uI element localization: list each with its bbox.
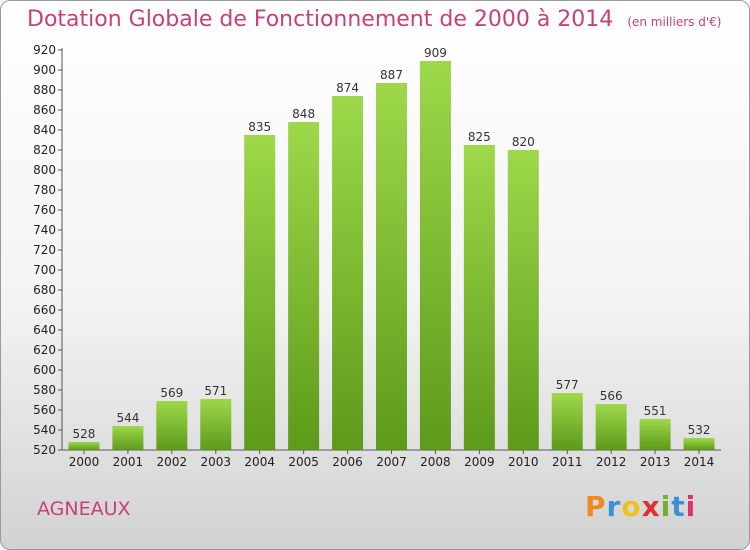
bar-value-label: 528: [73, 427, 96, 441]
logo-letter: o: [621, 490, 642, 523]
x-axis: 2000 2001 2002 2003 2004 2005 2006 2007 2008 2009…: [62, 449, 721, 469]
y-tick-label: 780: [33, 183, 56, 197]
value-labels: 528 544 569 571 835 848 874 887 909 825 820 577 566 5…: [73, 46, 711, 441]
logo-letter: P: [585, 490, 607, 523]
x-tick-label: 2012: [596, 455, 627, 469]
bar: [595, 404, 627, 450]
y-tick-label: 720: [33, 243, 56, 257]
y-tick-label: 700: [33, 263, 56, 277]
bar: [200, 399, 232, 450]
logo-letter: r: [606, 490, 622, 523]
commune-name: AGNEAUX: [37, 498, 131, 520]
chart-title-text: Dotation Globale de Fonctionnement de 20…: [27, 7, 614, 32]
x-tick-label: 2011: [552, 455, 583, 469]
bar-value-label: 848: [292, 107, 315, 121]
bar: [112, 426, 144, 450]
bar: [68, 442, 100, 450]
x-tick-label: 2005: [288, 455, 319, 469]
bar: [156, 401, 188, 450]
y-tick-label: 820: [33, 143, 56, 157]
x-tick-label: 2007: [376, 455, 407, 469]
y-axis: 520 540 560 580 600 620 640 660 680 700 720 740 760 7…: [33, 43, 63, 457]
x-tick-label: 2010: [508, 455, 539, 469]
bar: [288, 122, 320, 450]
proxiti-logo[interactable]: Proxiti: [585, 490, 696, 523]
bar: [507, 150, 539, 450]
bar-value-label: 909: [424, 46, 447, 60]
y-tick-label: 640: [33, 323, 56, 337]
bar-value-label: 569: [160, 386, 183, 400]
y-tick-label: 600: [33, 363, 56, 377]
chart-unit-note: (en milliers d'€): [627, 15, 722, 29]
x-tick-label: 2002: [157, 455, 188, 469]
logo-letter: i: [660, 490, 672, 523]
bar-value-label: 874: [336, 81, 359, 95]
y-tick-label: 680: [33, 283, 56, 297]
bars: [68, 61, 715, 450]
y-tick-label: 860: [33, 103, 56, 117]
logo-letter: t: [671, 490, 686, 523]
y-tick-label: 880: [33, 83, 56, 97]
bar: [639, 419, 671, 450]
bar-value-label: 551: [644, 404, 667, 418]
bar-value-label: 825: [468, 130, 491, 144]
logo-letter: i: [685, 490, 697, 523]
bar: [332, 96, 364, 450]
bar-value-label: 577: [556, 378, 579, 392]
x-tick-label: 2004: [244, 455, 275, 469]
chart-title: Dotation Globale de Fonctionnement de 20…: [27, 7, 721, 32]
y-tick-label: 560: [33, 403, 56, 417]
bar: [551, 393, 583, 450]
y-tick-label: 660: [33, 303, 56, 317]
y-tick-label: 800: [33, 163, 56, 177]
y-tick-label: 760: [33, 203, 56, 217]
bar-value-label: 566: [600, 389, 623, 403]
bar: [683, 438, 715, 450]
x-tick-label: 2009: [464, 455, 495, 469]
logo-letter: x: [641, 490, 661, 523]
y-tick-label: 900: [33, 63, 56, 77]
x-tick-label: 2003: [200, 455, 231, 469]
bar: [419, 61, 451, 450]
x-tick-label: 2001: [113, 455, 144, 469]
bar: [463, 145, 495, 450]
y-tick-label: 920: [33, 43, 56, 57]
bar-value-label: 835: [248, 120, 271, 134]
bar: [376, 83, 407, 450]
x-tick-label: 2014: [684, 455, 715, 469]
y-tick-label: 740: [33, 223, 56, 237]
x-tick-label: 2013: [640, 455, 671, 469]
x-tick-label: 2006: [332, 455, 363, 469]
y-tick-label: 540: [33, 423, 56, 437]
y-tick-label: 840: [33, 123, 56, 137]
bar-value-label: 571: [204, 384, 227, 398]
y-tick-label: 520: [33, 443, 56, 457]
bar-value-label: 532: [688, 423, 711, 437]
bar-value-label: 544: [116, 411, 139, 425]
bar-value-label: 820: [512, 135, 535, 149]
x-tick-label: 2000: [69, 455, 100, 469]
bar: [244, 135, 276, 450]
x-tick-label: 2008: [420, 455, 451, 469]
y-tick-label: 620: [33, 343, 56, 357]
y-tick-label: 580: [33, 383, 56, 397]
bar-value-label: 887: [380, 68, 403, 82]
